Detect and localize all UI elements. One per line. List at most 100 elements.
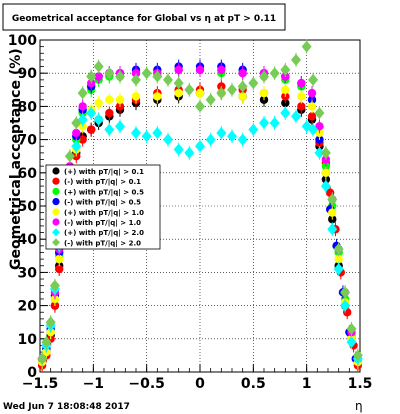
data-point <box>301 40 312 53</box>
y-axis-label: Geometrical acceptance (%) <box>8 48 24 270</box>
legend-label: (+) with pT/|q| > 0.1 <box>64 168 144 177</box>
data-point <box>71 140 82 153</box>
data-point <box>131 126 141 139</box>
y-tick-label: 0 <box>27 365 37 381</box>
y-tick-label: 100 <box>8 33 37 49</box>
data-point <box>340 299 351 312</box>
data-point <box>174 65 183 75</box>
x-tick-label: −0.5 <box>128 376 165 392</box>
data-point <box>320 180 331 193</box>
y-tick-label: 70 <box>18 133 38 149</box>
legend-marker <box>52 228 60 237</box>
y-tick-label: 60 <box>18 166 38 182</box>
data-point <box>227 130 237 143</box>
x-tick-label: −1.5 <box>22 376 59 392</box>
data-point <box>49 279 60 292</box>
x-tick-label: 1 <box>302 376 312 392</box>
data-point <box>315 122 324 131</box>
data-point <box>327 223 338 236</box>
y-axis: 0 10 20 30 40 50 60 70 80 90 100 <box>8 33 48 381</box>
data-point <box>77 87 88 100</box>
data-point <box>184 146 195 159</box>
data-point <box>307 88 317 98</box>
data-point <box>78 102 87 111</box>
x-tick-label: −1 <box>83 376 104 392</box>
data-point <box>93 60 104 73</box>
data-point <box>72 128 81 138</box>
data-point <box>280 63 291 76</box>
legend-label: (+) with pT/|q| > 0.5 <box>64 188 144 197</box>
y-tick-label: 30 <box>18 265 38 281</box>
data-point <box>37 352 48 365</box>
data-point <box>104 67 115 80</box>
y-tick-label: 40 <box>18 232 38 248</box>
legend-marker <box>52 198 60 206</box>
legend-marker <box>52 238 60 247</box>
data-point <box>86 70 97 83</box>
data-point <box>105 95 114 104</box>
legend-label: (+) with pT/|q| > 2.0 <box>64 229 144 238</box>
data-point <box>184 83 195 96</box>
legend-label: (-) with pT/|q| > 0.5 <box>64 199 141 208</box>
footer-timestamp: Wed Jun 7 18:08:48 2017 <box>3 402 130 412</box>
data-point <box>307 102 317 111</box>
data-point <box>346 336 357 349</box>
y-tick-label: 80 <box>18 99 38 115</box>
data-point <box>174 88 183 98</box>
data-point <box>163 133 173 146</box>
data-point <box>259 88 269 98</box>
data-point <box>352 349 363 362</box>
data-point <box>115 95 125 104</box>
data-point <box>104 123 115 136</box>
data-point <box>308 73 319 86</box>
data-point <box>238 69 247 78</box>
data-point <box>195 65 205 75</box>
data-point <box>86 107 97 120</box>
data-point <box>333 243 344 256</box>
data-point <box>131 92 141 101</box>
y-tick-label: 20 <box>18 299 38 315</box>
data-point <box>41 336 52 349</box>
series-layer <box>37 39 363 373</box>
data-point <box>216 126 227 139</box>
data-point <box>321 168 331 177</box>
data-point <box>173 77 184 90</box>
data-point <box>237 133 248 146</box>
legend-marker <box>52 167 60 175</box>
data-point <box>45 316 56 329</box>
legend-label: (-) with pT/|q| > 0.1 <box>64 178 141 187</box>
data-point <box>87 125 96 134</box>
chart-title: Geometrical acceptance for Global vs η a… <box>12 14 276 24</box>
data-point <box>314 146 325 159</box>
data-point <box>308 123 319 136</box>
data-point <box>64 150 75 163</box>
x-axis-label: η <box>355 399 363 413</box>
legend-label: (-) with pT/|q| > 2.0 <box>64 239 141 248</box>
data-point <box>71 117 82 129</box>
legend-marker <box>52 218 60 226</box>
data-point <box>248 77 259 90</box>
data-point <box>55 254 64 264</box>
data-point <box>334 254 343 264</box>
data-point <box>131 73 141 86</box>
data-point <box>237 80 248 93</box>
data-point <box>152 70 163 83</box>
data-point <box>216 87 227 100</box>
legend-label: (+) with pT/|q| > 1.0 <box>64 209 144 218</box>
data-point <box>333 263 344 276</box>
data-point <box>195 140 205 153</box>
data-point <box>340 286 351 299</box>
data-point <box>269 117 280 129</box>
data-point <box>238 92 247 101</box>
data-point <box>152 126 163 139</box>
x-tick-label: 1.5 <box>348 376 373 392</box>
data-point <box>297 92 306 101</box>
data-point <box>115 120 125 133</box>
legend: (+) with pT/|q| > 0.1(-) with pT/|q| > 0… <box>45 164 161 250</box>
data-point <box>291 53 301 66</box>
legend-marker <box>52 187 60 195</box>
data-point <box>93 113 104 126</box>
data-point <box>173 143 184 156</box>
data-point <box>217 65 226 75</box>
